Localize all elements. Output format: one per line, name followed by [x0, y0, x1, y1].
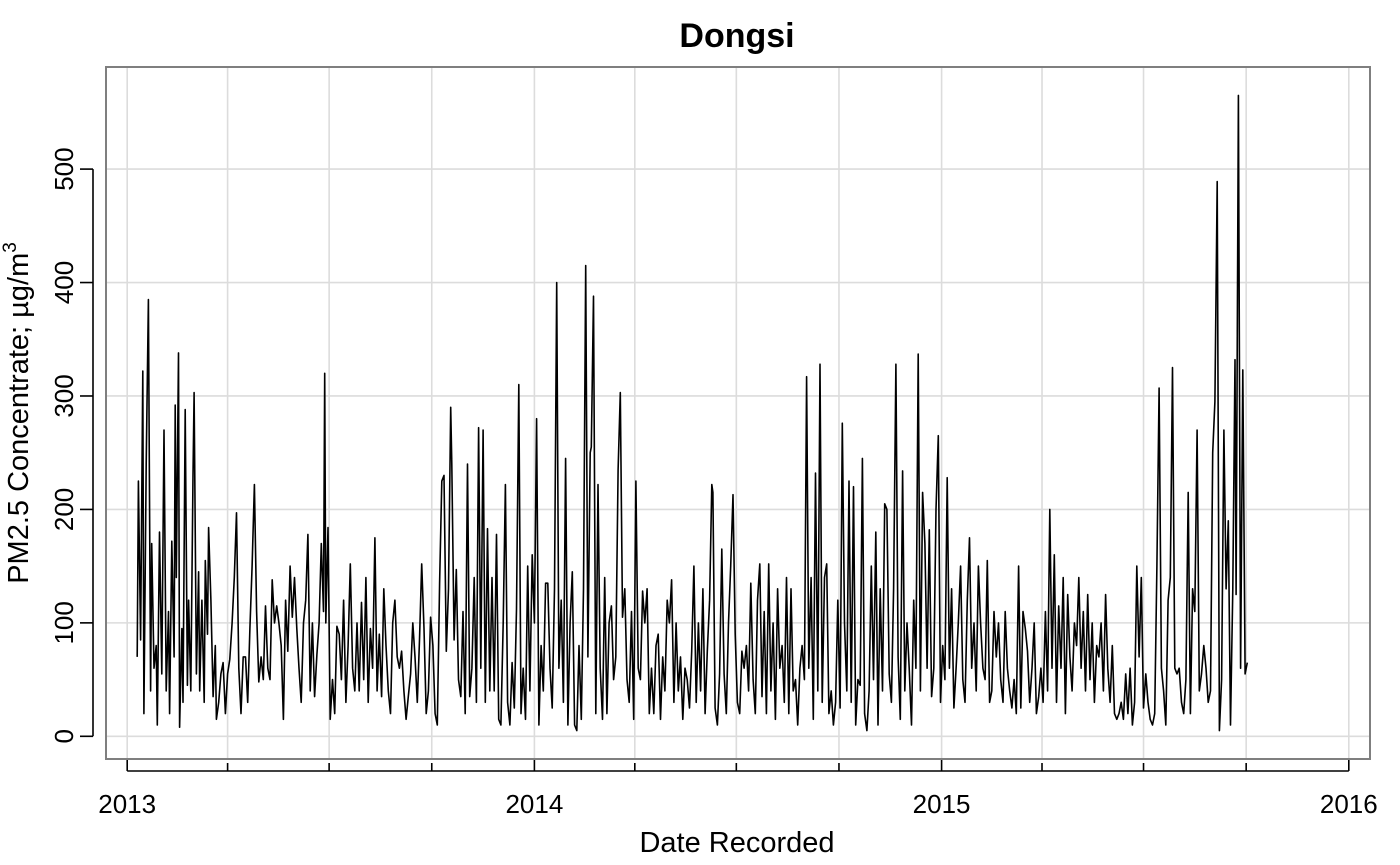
x-axis: 2013 2014 2015 2016	[98, 760, 1378, 819]
x-axis-title: Date Recorded	[639, 827, 834, 859]
y-axis: 0 100 200 300 400 500	[49, 147, 94, 744]
y-tick-label: 400	[49, 261, 79, 304]
y-axis-title: PM2.5 Concentrate; µg/m3	[0, 242, 35, 584]
x-tick-label: 2015	[913, 789, 971, 819]
gridlines	[106, 67, 1370, 759]
x-tick-label: 2013	[98, 789, 156, 819]
x-tick-label: 2014	[505, 789, 563, 819]
series-line	[136, 94, 1249, 732]
y-tick-label: 500	[49, 147, 79, 190]
y-axis-title-main: PM2.5 Concentrate; µg/m	[3, 253, 35, 584]
y-tick-label: 200	[49, 488, 79, 531]
y-tick-label: 100	[49, 601, 79, 644]
y-tick-label: 300	[49, 374, 79, 417]
chart-title: Dongsi	[679, 17, 794, 55]
y-axis-title-superscript: 3	[0, 242, 21, 253]
x-tick-label: 2016	[1320, 789, 1378, 819]
plot-frame	[105, 66, 1371, 760]
y-tick-label: 0	[49, 729, 79, 743]
